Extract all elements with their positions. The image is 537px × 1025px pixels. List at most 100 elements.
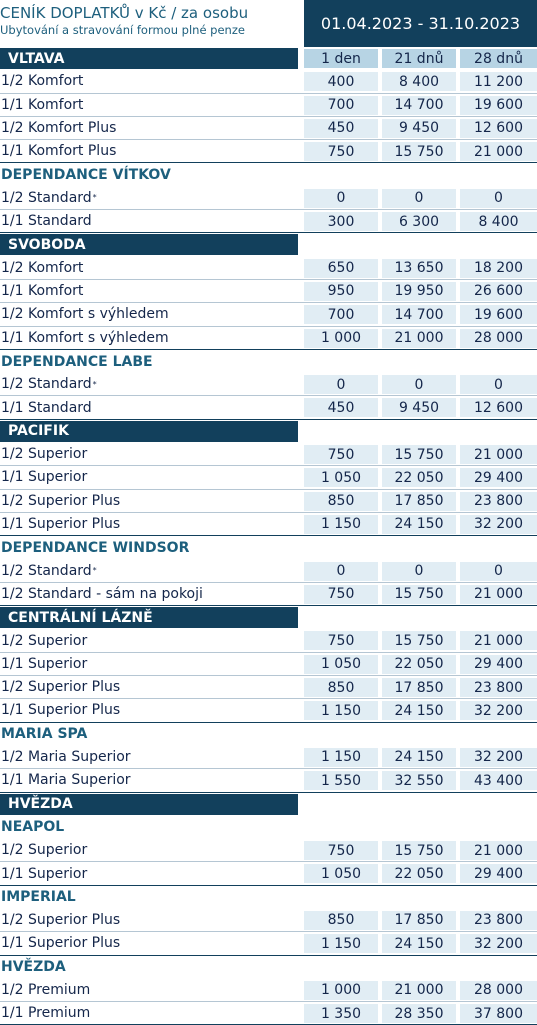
room-type-label: 1/1 Maria Superior — [1, 769, 131, 791]
section-title: DEPENDANCE LABE — [1, 353, 153, 370]
price-cells: 450 9 450 12 600 — [304, 117, 537, 139]
table-row: 1/1 Maria Superior 1 550 32 550 43 400 — [0, 769, 537, 793]
room-type-text: 1/2 Maria Superior — [1, 749, 131, 766]
room-type-text: 1/2 Premium — [1, 982, 91, 999]
room-type-label: 1/1 Superior Plus — [1, 932, 120, 954]
room-type-text: 1/1 Maria Superior — [1, 772, 131, 789]
room-type-label: 1/2 Standard * — [1, 373, 97, 395]
price-cell: 15 750 — [382, 445, 456, 465]
price-cells: 750 15 750 21 000 — [304, 443, 537, 465]
price-cell: 15 750 — [382, 584, 456, 604]
room-type-label: 1/1 Komfort s výhledem — [1, 327, 169, 349]
room-type-text: 1/1 Superior Plus — [1, 516, 121, 533]
table-row: 1/1 Superior Plus 1 150 24 150 32 200 — [0, 513, 537, 537]
price-cell: 11 200 — [460, 72, 537, 92]
price-cell: 0 — [382, 375, 456, 395]
price-cell: 700 — [304, 95, 378, 115]
room-type-label: 1/1 Standard — [1, 210, 92, 232]
room-type-label: 1/2 Maria Superior — [1, 746, 131, 768]
price-cell: 0 — [304, 561, 378, 581]
section-heading: IMPERIAL — [0, 886, 537, 909]
price-cells: 450 9 450 12 600 — [304, 396, 537, 418]
price-cells: 1 550 32 550 43 400 — [304, 769, 537, 791]
price-cell: 29 400 — [460, 654, 537, 674]
section-bar: CENTRÁLNÍ LÁZNĚ — [0, 607, 298, 629]
table-row: 1/1 Komfort s výhledem 1 000 21 000 28 000 — [0, 327, 537, 350]
section-title: SVOBODA — [8, 236, 86, 253]
room-type-label: 1/2 Komfort Plus — [1, 117, 116, 139]
section-heading: VLTAVA 1 den 21 dnů 28 dnů — [0, 47, 537, 70]
table-row: 1/2 Superior Plus 850 17 850 23 800 — [0, 909, 537, 933]
price-cell: 8 400 — [460, 212, 537, 232]
room-type-label: 1/1 Superior — [1, 466, 87, 488]
price-cell: 24 150 — [382, 701, 456, 721]
section-heading: HVĚZDA — [0, 956, 537, 979]
price-cells: 750 15 750 21 000 — [304, 583, 537, 605]
price-cell: 1 550 — [304, 771, 378, 791]
price-cell: 750 — [304, 584, 378, 604]
room-type-text: 1/1 Komfort s výhledem — [1, 329, 169, 346]
price-cell: 29 400 — [460, 864, 537, 884]
price-cell: 22 050 — [382, 864, 456, 884]
room-type-text: 1/2 Komfort Plus — [1, 120, 117, 137]
footnote-mark: * — [92, 379, 97, 389]
price-cells: 950 19 950 26 600 — [304, 280, 537, 302]
price-cells: 1 350 28 350 37 800 — [304, 1002, 537, 1024]
price-cell: 17 850 — [382, 491, 456, 511]
price-cell: 29 400 — [460, 468, 537, 488]
section-title: PACIFIK — [8, 423, 69, 440]
room-type-text: 1/2 Komfort s výhledem — [1, 306, 169, 323]
price-cell: 750 — [304, 445, 378, 465]
price-cell: 23 800 — [460, 678, 537, 698]
price-cell: 400 — [304, 72, 378, 92]
price-cells: 400 8 400 11 200 — [304, 70, 537, 92]
price-cells: 700 14 700 19 600 — [304, 303, 537, 325]
price-cell: 12 600 — [460, 398, 537, 418]
price-cell: 23 800 — [460, 910, 537, 930]
room-type-label: 1/2 Superior — [1, 839, 87, 861]
section-title: HVĚZDA — [1, 959, 66, 976]
section-heading: DEPENDANCE LABE — [0, 350, 537, 373]
room-type-label: 1/1 Komfort — [1, 280, 83, 302]
price-cell: 21 000 — [460, 584, 537, 604]
price-cells: 1 150 24 150 32 200 — [304, 699, 537, 721]
room-type-text: 1/2 Standard — [1, 562, 92, 579]
price-cell: 1 150 — [304, 934, 378, 954]
room-type-label: 1/2 Superior — [1, 443, 87, 465]
section-title: CENTRÁLNÍ LÁZNĚ — [8, 609, 153, 626]
price-cell: 9 450 — [382, 118, 456, 138]
room-type-label: 1/1 Komfort — [1, 94, 83, 116]
validity-period: 01.04.2023 - 31.10.2023 — [304, 0, 537, 47]
room-type-text: 1/2 Superior Plus — [1, 492, 121, 509]
room-type-text: 1/2 Superior Plus — [1, 912, 121, 929]
price-cell: 750 — [304, 841, 378, 861]
room-type-label: 1/2 Superior Plus — [1, 490, 120, 512]
column-header: 1 den — [304, 49, 378, 68]
room-type-label: 1/1 Komfort Plus — [1, 140, 116, 162]
price-cell: 1 150 — [304, 747, 378, 767]
price-cell: 9 450 — [382, 398, 456, 418]
price-cells: 750 15 750 21 000 — [304, 140, 537, 162]
section-heading: PACIFIK — [0, 420, 537, 443]
table-row: 1/2 Komfort Plus 450 9 450 12 600 — [0, 117, 537, 141]
price-cells: 300 6 300 8 400 — [304, 210, 537, 232]
room-type-label: 1/2 Komfort s výhledem — [1, 303, 169, 325]
price-cell: 0 — [304, 375, 378, 395]
price-cell: 850 — [304, 910, 378, 930]
price-cell: 17 850 — [382, 678, 456, 698]
table-row: 1/2 Superior Plus 850 17 850 23 800 — [0, 676, 537, 700]
price-list-subtitle: Ubytování a stravování formou plné penze — [0, 23, 245, 37]
price-cell: 32 200 — [460, 747, 537, 767]
room-type-text: 1/1 Premium — [1, 1005, 91, 1022]
table-row: 1/2 Superior 750 15 750 21 000 — [0, 629, 537, 653]
price-cell: 750 — [304, 142, 378, 162]
table-row: 1/1 Superior 1 050 22 050 29 400 — [0, 862, 537, 886]
price-cell: 300 — [304, 212, 378, 232]
price-cell: 15 750 — [382, 841, 456, 861]
room-type-text: 1/1 Superior Plus — [1, 935, 121, 952]
price-cells: 850 17 850 23 800 — [304, 676, 537, 698]
room-type-text: 1/2 Standard — [1, 376, 92, 393]
price-cell: 21 000 — [460, 841, 537, 861]
room-type-label: 1/2 Standard * — [1, 560, 97, 582]
room-type-label: 1/2 Standard - sám na pokoji — [1, 583, 203, 605]
